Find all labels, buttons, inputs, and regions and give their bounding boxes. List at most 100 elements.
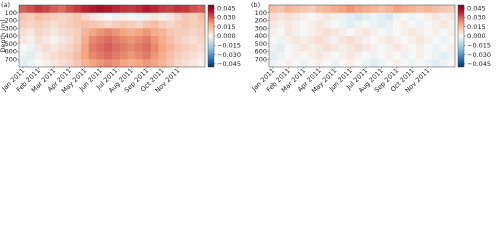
heatmap-cell bbox=[307, 51, 316, 60]
heatmap-cell bbox=[362, 51, 371, 60]
heatmap-cell bbox=[19, 20, 28, 29]
heatmap-cell bbox=[81, 12, 90, 21]
heatmap-cell bbox=[104, 51, 113, 60]
heatmap-cell bbox=[269, 36, 278, 45]
heatmap-cell bbox=[135, 28, 144, 37]
heatmap-cell bbox=[135, 5, 144, 14]
heatmap-cell bbox=[276, 5, 285, 14]
heatmap-cell bbox=[354, 51, 363, 60]
heatmap-cell bbox=[439, 51, 448, 60]
heatmap-cell bbox=[65, 20, 74, 29]
heatmap-cell bbox=[112, 5, 121, 14]
heatmap-cell bbox=[150, 43, 159, 52]
heatmap-cell bbox=[393, 28, 402, 37]
colorbar-tick-label: 0.015 bbox=[217, 23, 236, 31]
heatmap-cell bbox=[307, 36, 316, 45]
heatmap-cell bbox=[447, 28, 456, 37]
heatmap-cell bbox=[88, 51, 97, 60]
heatmap-cell bbox=[385, 59, 394, 68]
heatmap-cell bbox=[135, 43, 144, 52]
heatmap-cell bbox=[104, 5, 113, 14]
heatmap-cell bbox=[269, 5, 278, 14]
heatmap-cell bbox=[307, 12, 316, 21]
heatmap-cell bbox=[143, 36, 152, 45]
heatmap-cell bbox=[65, 12, 74, 21]
heatmap-cell bbox=[323, 5, 332, 14]
heatmap-cell bbox=[65, 43, 74, 52]
heatmap-cell bbox=[431, 36, 440, 45]
heatmap-cell bbox=[447, 43, 456, 52]
heatmap-cell bbox=[315, 59, 324, 68]
heatmap-cell bbox=[174, 51, 183, 60]
heatmap-cell bbox=[362, 43, 371, 52]
heatmap-cell bbox=[346, 5, 355, 14]
heatmap-cell bbox=[362, 28, 371, 37]
heatmap-cell bbox=[292, 43, 301, 52]
y-tick-label: 600 bbox=[255, 48, 267, 56]
heatmap-cell bbox=[50, 51, 59, 60]
heatmap-cell bbox=[408, 5, 417, 14]
heatmap-cell bbox=[143, 5, 152, 14]
heatmap-cell bbox=[408, 51, 417, 60]
heatmap-cell bbox=[158, 51, 167, 60]
heatmap-cell bbox=[158, 5, 167, 14]
heatmap-cell bbox=[34, 20, 43, 29]
heatmap-cell bbox=[269, 12, 278, 21]
heatmap-cell bbox=[276, 36, 285, 45]
y-tick-label: 500 bbox=[5, 40, 17, 48]
colorbar bbox=[457, 4, 465, 68]
heatmap-cell bbox=[174, 59, 183, 68]
heatmap-cell bbox=[189, 12, 198, 21]
heatmap-cell bbox=[57, 59, 66, 68]
heatmap-cell bbox=[166, 28, 175, 37]
heatmap-cell bbox=[385, 12, 394, 21]
heatmap-cell bbox=[34, 43, 43, 52]
heatmap-cell bbox=[150, 12, 159, 21]
heatmap-cell bbox=[362, 5, 371, 14]
heatmap-cell bbox=[385, 28, 394, 37]
heatmap-cell bbox=[81, 20, 90, 29]
page: {"chart_data": [ {"type": "heatmap", "ti… bbox=[0, 0, 500, 94]
y-tick-label: 300 bbox=[255, 24, 267, 32]
heatmap-cell bbox=[174, 12, 183, 21]
heatmap-cell bbox=[88, 43, 97, 52]
heatmap-cell bbox=[439, 28, 448, 37]
heatmap-cell bbox=[42, 51, 51, 60]
heatmap-cell bbox=[369, 28, 378, 37]
heatmap-cell bbox=[127, 43, 136, 52]
heatmap-cell bbox=[292, 12, 301, 21]
heatmap-cell bbox=[377, 36, 386, 45]
heatmap-cell bbox=[174, 20, 183, 29]
heatmap-cell bbox=[26, 20, 35, 29]
heatmap-cell bbox=[385, 36, 394, 45]
heatmap-cell bbox=[408, 12, 417, 21]
heatmap-cell bbox=[50, 12, 59, 21]
heatmap-cell bbox=[369, 59, 378, 68]
heatmap-cell bbox=[158, 36, 167, 45]
heatmap-cell bbox=[346, 51, 355, 60]
heatmap-cell bbox=[424, 59, 433, 68]
heatmap-cell bbox=[431, 28, 440, 37]
heatmap-cell bbox=[189, 5, 198, 14]
heatmap-cell bbox=[269, 43, 278, 52]
heatmap-cell bbox=[119, 43, 128, 52]
heatmap-cell bbox=[112, 59, 121, 68]
heatmap-cell bbox=[431, 5, 440, 14]
heatmap-cell bbox=[135, 51, 144, 60]
heatmap-cell bbox=[197, 12, 206, 21]
heatmap-cell bbox=[292, 5, 301, 14]
heatmap-cell bbox=[416, 5, 425, 14]
heatmap-cell bbox=[369, 5, 378, 14]
heatmap-cell bbox=[447, 12, 456, 21]
heatmap-cell bbox=[385, 43, 394, 52]
heatmap-cell bbox=[181, 5, 190, 14]
heatmap-cell bbox=[276, 28, 285, 37]
heatmap-cell bbox=[81, 28, 90, 37]
heatmap-cell bbox=[338, 43, 347, 52]
heatmap-cell bbox=[338, 12, 347, 21]
heatmap-cell bbox=[323, 28, 332, 37]
heatmap-cell bbox=[385, 51, 394, 60]
heatmap-cell bbox=[315, 12, 324, 21]
panel-title: (a) bbox=[1, 1, 10, 9]
heatmap-cell bbox=[331, 28, 340, 37]
